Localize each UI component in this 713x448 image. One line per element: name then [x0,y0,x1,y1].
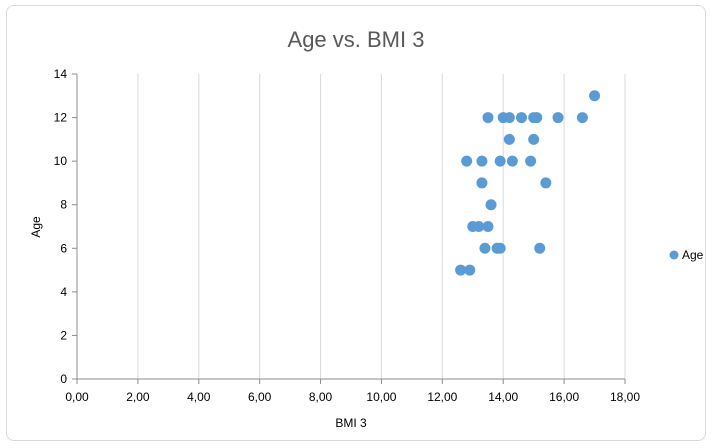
y-tick-label: 8 [60,198,67,212]
y-tick-label: 0 [60,372,67,386]
data-point [479,242,491,254]
tick-labels: 0,00 2,00 4,00 6,00 8,00 10,00 12,00 14,00 16,00… [54,67,641,404]
data-point [589,90,601,102]
x-tick-label: 10,00 [366,390,396,404]
data-point [494,155,506,167]
data-point [552,112,564,124]
x-tick-label: 6,00 [248,390,272,404]
data-point [576,112,588,124]
data-point [506,155,518,167]
data-point [503,133,515,145]
x-axis-title: BMI 3 [335,416,367,430]
data-point [461,155,473,167]
grid-lines [137,74,626,379]
data-point [540,177,552,189]
y-tick-label: 4 [60,285,67,299]
legend-label-age: Age [682,248,704,262]
data-point [503,112,515,124]
x-tick-label: 0,00 [65,390,89,404]
y-tick-label: 12 [54,111,68,125]
data-point [476,155,488,167]
data-point [482,112,494,124]
data-point [476,177,488,189]
data-point [482,221,494,232]
x-tick-label: 8,00 [309,390,333,404]
chart-frame [6,5,706,441]
legend: Age [669,248,704,262]
data-point [534,242,546,254]
data-point [494,242,506,254]
data-point [525,155,537,167]
y-tick-label: 2 [60,328,67,342]
y-tick-label: 14 [54,67,68,81]
data-point [464,264,476,276]
data-point [515,112,527,124]
y-axis-title: Age [29,216,43,238]
x-tick-label: 14,00 [488,390,518,404]
y-tick-label: 6 [60,241,67,255]
axes [72,73,626,384]
data-point [531,112,543,124]
data-point [528,133,540,145]
x-tick-label: 18,00 [610,390,640,404]
x-tick-label: 2,00 [126,390,150,404]
chart-title: Age vs. BMI 3 [288,27,425,52]
data-point [455,264,467,276]
data-point [485,199,497,211]
legend-marker-age [669,250,679,260]
x-tick-label: 16,00 [549,390,579,404]
x-tick-label: 4,00 [187,390,211,404]
y-tick-label: 10 [54,154,68,168]
x-tick-label: 12,00 [427,390,457,404]
data-points [455,90,601,276]
data-point [473,221,485,232]
